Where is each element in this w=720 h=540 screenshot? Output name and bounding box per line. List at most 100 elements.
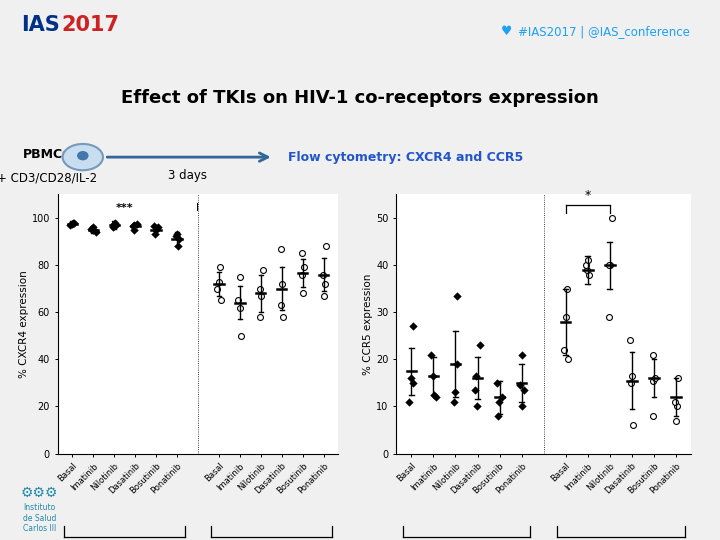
Point (255, 292, 266, 300)
Point (403, 397, 415, 406)
Point (672, 374, 684, 382)
Text: ⚙⚙⚙: ⚙⚙⚙ (21, 485, 58, 500)
Point (320, 242, 332, 251)
Point (449, 397, 460, 406)
Text: #IAS2017 | @IAS_conference: #IAS2017 | @IAS_conference (518, 25, 690, 38)
Point (471, 402, 482, 411)
Point (583, 270, 595, 279)
Point (318, 270, 329, 279)
Y-axis label: % CXCR4 expression: % CXCR4 expression (19, 270, 29, 378)
Point (215, 263, 226, 272)
Point (296, 270, 307, 279)
Point (516, 350, 528, 359)
Point (493, 397, 505, 406)
Text: l: l (197, 204, 199, 213)
Point (469, 386, 481, 394)
Point (318, 292, 329, 300)
Text: 3 days: 3 days (168, 170, 207, 183)
Point (562, 355, 574, 363)
Point (257, 266, 269, 274)
Point (107, 223, 119, 232)
Text: + CD3/CD28/IL-2: + CD3/CD28/IL-2 (0, 172, 97, 185)
Point (492, 411, 504, 420)
Ellipse shape (77, 151, 89, 160)
Point (211, 285, 222, 293)
Point (626, 372, 638, 380)
Text: IAS: IAS (22, 15, 60, 35)
Point (87, 223, 99, 232)
Point (174, 235, 185, 244)
Point (215, 296, 227, 305)
Point (407, 322, 418, 330)
Point (405, 374, 417, 382)
Point (109, 218, 121, 227)
Y-axis label: % CCR5 expression: % CCR5 expression (363, 273, 373, 375)
Text: Effect of TKIs on HIV-1 co-receptors expression: Effect of TKIs on HIV-1 co-receptors exp… (121, 89, 599, 107)
Point (234, 303, 246, 312)
Point (514, 381, 526, 389)
Point (297, 289, 308, 298)
Point (129, 225, 140, 234)
Point (671, 402, 683, 411)
Point (474, 341, 485, 349)
Text: Instituto
de Salud
Carlos III: Instituto de Salud Carlos III (23, 503, 56, 534)
Point (428, 372, 439, 380)
Point (628, 421, 639, 430)
Point (68, 218, 79, 227)
Point (451, 360, 462, 368)
Point (606, 214, 617, 222)
Point (254, 285, 266, 293)
Point (149, 230, 161, 239)
Point (213, 277, 225, 286)
Point (560, 313, 572, 321)
Point (516, 402, 528, 411)
Text: *: * (585, 189, 591, 202)
Circle shape (63, 144, 103, 170)
Text: PBMCs: PBMCs (23, 148, 71, 161)
Point (275, 244, 287, 253)
Point (625, 379, 636, 387)
Text: ***: *** (116, 204, 133, 213)
Point (450, 388, 462, 397)
Point (647, 376, 659, 385)
Point (582, 266, 593, 274)
Point (254, 313, 266, 321)
Point (496, 393, 508, 401)
Point (148, 222, 159, 231)
Point (625, 336, 636, 345)
Point (234, 273, 246, 281)
Point (426, 350, 437, 359)
Point (431, 393, 442, 401)
Point (603, 261, 615, 269)
Point (132, 220, 143, 228)
Point (582, 256, 593, 265)
Point (580, 261, 592, 269)
Point (277, 313, 289, 321)
Point (172, 242, 184, 251)
Point (170, 231, 181, 240)
Point (471, 372, 482, 380)
Point (518, 386, 530, 394)
Point (233, 296, 244, 305)
Point (319, 280, 330, 288)
Point (66, 220, 78, 228)
Point (90, 228, 102, 237)
Point (297, 249, 308, 258)
Point (298, 263, 310, 272)
Point (670, 416, 681, 425)
Point (275, 301, 287, 309)
Text: ♥: ♥ (500, 25, 512, 38)
Point (109, 220, 120, 228)
Text: Flow cytometry: CXCR4 and CCR5: Flow cytometry: CXCR4 and CCR5 (288, 151, 523, 164)
Point (562, 285, 573, 293)
Point (68, 218, 79, 227)
Point (647, 350, 659, 359)
Point (85, 224, 96, 233)
Point (110, 221, 122, 230)
Point (648, 411, 660, 420)
Point (649, 374, 660, 382)
Point (408, 379, 419, 387)
Point (235, 332, 246, 340)
Point (603, 313, 615, 321)
Point (276, 280, 288, 288)
